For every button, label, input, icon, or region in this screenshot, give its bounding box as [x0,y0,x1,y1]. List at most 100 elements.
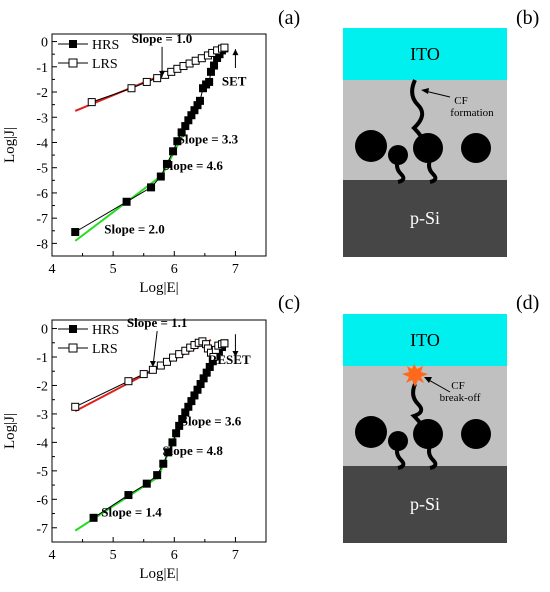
y-tick-label: -2 [36,379,48,394]
chart-a: 4 5 6 70-1-2-3-4-5-6-7-8 Slope = 1.0SETSlop… [2,7,300,296]
lrs-point [71,402,80,411]
x-tick-label: 6 [171,548,178,563]
hrs-point [168,438,177,447]
hrs-point [210,61,219,70]
legend-hrs-marker [69,40,77,48]
ticks: 4 5 6 7 0 -1 -2 -3 -4 -5 -6 -7 -8 [36,36,239,277]
panel-label-d: (d) [516,292,539,314]
lrs-point [220,339,229,348]
hrs-point [172,429,181,438]
legend: HRS LRS [58,323,119,357]
slope-annotation: Slope = 1.0 [132,31,193,46]
y-tick-label: -2 [36,86,48,101]
slope-annotation: Slope = 4.6 [162,158,223,173]
cf-pointer-arrowhead [421,88,429,94]
y-tick-label: -5 [36,162,48,177]
legend-hrs-label: HRS [92,38,119,53]
slope-annotation: Slope = 3.3 [178,132,239,147]
cf-label-line1: CF [451,380,464,392]
broken-filament [410,383,430,436]
ito-label: ITO [410,330,440,350]
filament-root [427,445,438,470]
cf-pointer-arrow [426,378,451,393]
y-tick-label: -3 [36,111,48,126]
legend-hrs-marker [69,325,77,333]
cf-label-line2: formation [450,107,494,119]
slope-annotation: SET [222,74,247,89]
hrs-point [159,459,168,468]
y-tick-label: -6 [36,187,48,202]
legend-lrs-label: LRS [92,57,118,72]
hrs-point [195,96,204,105]
conductive-filament [410,79,430,149]
lrs-point [139,370,148,379]
y-tick-label: -4 [36,136,48,151]
metal-cluster [355,416,387,448]
y-tick-label: -8 [36,237,48,252]
metal-cluster [388,431,408,451]
y-tick-label: -5 [36,465,48,480]
annotation-arrowhead [149,360,156,367]
chart-c: 4 5 6 70-1-2-3-4-5-6-7 Slope = 1.1RESETSlop… [2,292,300,582]
lrs-point [87,98,96,107]
metal-cluster [461,133,491,163]
lrs-point [127,84,136,93]
x-axis-title: Log|E| [139,280,178,296]
x-tick-label: 4 [49,262,56,277]
hrs-point [124,491,133,500]
hrs-point [122,197,131,206]
hrs-point [205,77,214,86]
legend: HRS LRS [58,38,119,72]
spark-icon [402,364,428,387]
cf-label-line1: CF [454,95,467,107]
psi-label: p-Si [410,494,440,514]
slope-annotation: Slope = 1.1 [127,315,188,330]
hrs-point [162,159,171,168]
slope-annotation: Slope = 1.4 [101,504,162,519]
ito-layer [343,314,507,366]
cf-pointer-arrowhead [424,377,432,383]
hrs-point [142,479,151,488]
annotations: Slope = 1.1 RESET Slope = 3.6 Slope = 4.8 Sl… [101,315,251,519]
device-diagram-b: ITO p-Si CF formation (b) [343,7,539,257]
hrs-point [156,172,165,181]
slope-annotation: RESET [208,352,251,367]
oxide-layer [343,80,507,180]
x-tick-label: 5 [110,262,117,277]
hrs-point [71,228,80,237]
slope-annotation: Slope = 3.6 [181,413,242,428]
x-tick-label: 7 [232,262,239,277]
x-tick-label: 5 [110,548,117,563]
y-tick-label: -7 [36,212,48,227]
y-tick-label: -1 [36,61,48,76]
lrs-point [153,74,162,83]
lrs-point [162,357,171,366]
x-axis-title: Log|E| [139,566,178,582]
x-tick-label: 6 [171,262,178,277]
y-tick-label: -4 [36,436,48,451]
x-tick-label: 7 [232,548,239,563]
hrs-point [147,183,156,192]
cf-pointer-arrow [424,90,451,98]
ito-layer [343,28,507,80]
annotation-arrowhead [232,351,239,357]
panel-label-a: (a) [278,7,300,29]
metal-cluster [461,419,491,449]
hrs-point [89,513,98,522]
panel-label-c: (c) [278,292,300,314]
data-points [71,43,229,237]
annotation-arrowhead [232,49,239,56]
device-diagram-d: ITO p-Si CF break-off (d) [343,292,539,543]
lrs-point [220,43,229,52]
y-axis-title: Log|J| [2,127,18,163]
y-tick-label: -6 [36,493,48,508]
lrs-point [148,365,157,374]
plot-frame [51,33,267,257]
psi-label: p-Si [410,208,440,228]
cf-label-line2: break-off [440,392,481,404]
y-tick-label: -1 [36,351,48,366]
legend-lrs-marker [68,343,78,353]
lrs-point [124,377,133,386]
legend-hrs-label: HRS [92,323,119,338]
slope-annotation: Slope = 2.0 [104,221,165,236]
